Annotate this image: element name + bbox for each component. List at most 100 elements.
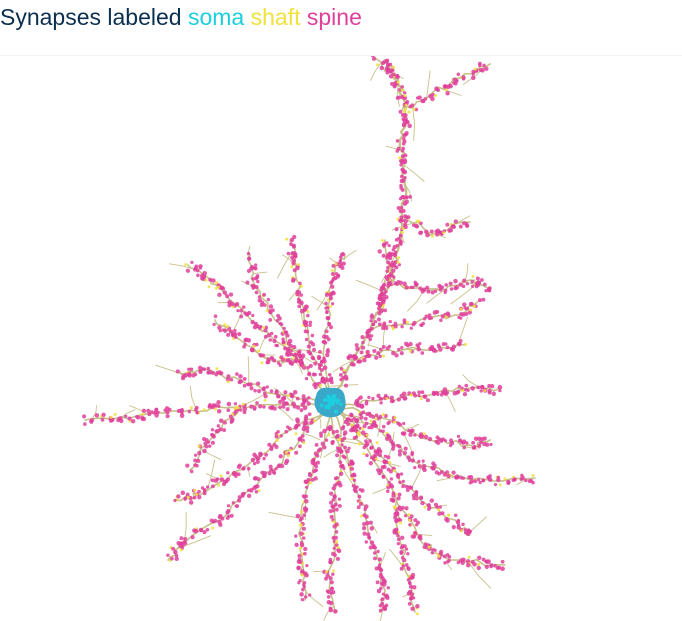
dendrite-branch bbox=[412, 107, 416, 142]
shaft-synapse bbox=[398, 156, 402, 160]
spine-synapse bbox=[236, 309, 240, 313]
spine-synapse bbox=[380, 601, 385, 606]
dendrite-branch bbox=[450, 285, 476, 305]
spine-synapse bbox=[388, 74, 394, 79]
shaft-synapse bbox=[197, 444, 201, 448]
spine-synapse bbox=[141, 408, 147, 413]
shaft-synapse bbox=[296, 263, 300, 266]
spine-synapse bbox=[434, 349, 438, 353]
spine-synapse bbox=[185, 268, 191, 273]
spine-synapse bbox=[237, 498, 242, 503]
spine-synapse bbox=[392, 528, 398, 533]
spine-synapse bbox=[303, 419, 308, 423]
soma-synapse bbox=[326, 394, 331, 399]
spine-synapse bbox=[401, 484, 406, 489]
spine-synapse bbox=[401, 123, 406, 128]
spine-synapse bbox=[279, 355, 284, 360]
dendrite-branch bbox=[426, 288, 447, 304]
spine-synapse bbox=[461, 476, 466, 480]
spine-synapse bbox=[381, 475, 386, 479]
dendrite-branch bbox=[403, 164, 425, 182]
spine-synapse bbox=[423, 97, 428, 101]
dendrite-branch bbox=[121, 409, 136, 418]
spine-synapse bbox=[404, 199, 409, 204]
spine-synapse bbox=[343, 374, 349, 379]
spine-synapse bbox=[306, 365, 310, 370]
spine-synapse bbox=[378, 302, 383, 307]
spine-synapse bbox=[435, 88, 440, 92]
spine-synapse bbox=[350, 427, 356, 433]
spine-synapse bbox=[422, 287, 427, 292]
spine-synapse bbox=[401, 208, 406, 214]
spine-synapse bbox=[267, 308, 273, 314]
spine-synapse bbox=[445, 518, 450, 523]
spine-synapse bbox=[281, 340, 286, 345]
spine-synapse bbox=[414, 493, 419, 498]
spine-synapse bbox=[294, 355, 299, 360]
spine-synapse bbox=[208, 277, 213, 282]
dendrite-branch bbox=[268, 511, 302, 519]
spine-synapse bbox=[216, 424, 221, 428]
spine-synapse bbox=[207, 444, 212, 448]
spine-synapse bbox=[415, 523, 419, 527]
shaft-synapse bbox=[336, 546, 340, 549]
spine-synapse bbox=[304, 337, 309, 342]
spine-synapse bbox=[476, 280, 481, 285]
spine-synapse bbox=[335, 446, 340, 450]
spine-synapse bbox=[304, 398, 309, 403]
spine-synapse bbox=[438, 347, 443, 352]
spine-synapse bbox=[376, 588, 382, 594]
spine-synapse bbox=[295, 292, 300, 297]
spine-synapse bbox=[407, 602, 412, 606]
spine-synapse bbox=[263, 334, 268, 339]
spine-synapse bbox=[383, 308, 388, 313]
shaft-synapse bbox=[309, 481, 312, 485]
spine-synapse bbox=[283, 401, 289, 406]
spine-synapse bbox=[399, 566, 404, 571]
spine-synapse bbox=[150, 410, 154, 414]
spine-synapse bbox=[381, 326, 385, 331]
spine-synapse bbox=[369, 456, 374, 460]
spine-synapse bbox=[300, 569, 305, 574]
spine-synapse bbox=[418, 434, 423, 438]
spine-synapse bbox=[410, 103, 415, 108]
spine-synapse bbox=[400, 113, 405, 117]
spine-synapse bbox=[339, 464, 343, 469]
spine-synapse bbox=[322, 379, 327, 384]
spine-synapse bbox=[404, 563, 409, 567]
spine-synapse bbox=[430, 551, 434, 555]
spine-synapse bbox=[473, 436, 479, 441]
spine-synapse bbox=[397, 449, 403, 454]
shaft-synapse bbox=[405, 320, 409, 324]
spine-synapse bbox=[453, 278, 458, 284]
spine-synapse bbox=[302, 585, 306, 589]
spine-synapse bbox=[324, 329, 329, 334]
shaft-synapse bbox=[350, 423, 354, 427]
spine-synapse bbox=[377, 249, 382, 254]
spine-synapse bbox=[299, 408, 304, 413]
spine-synapse bbox=[310, 460, 315, 465]
spine-synapse bbox=[381, 344, 386, 349]
shaft-synapse bbox=[285, 237, 289, 241]
spine-synapse bbox=[512, 477, 517, 482]
spine-synapse bbox=[411, 493, 416, 498]
spine-synapse bbox=[495, 565, 500, 570]
spine-synapse bbox=[250, 264, 254, 269]
spine-synapse bbox=[278, 321, 282, 326]
spine-synapse bbox=[380, 291, 384, 296]
spine-synapse bbox=[378, 449, 383, 454]
shaft-synapse bbox=[467, 555, 471, 559]
spine-synapse bbox=[268, 304, 274, 309]
spine-synapse bbox=[263, 394, 268, 399]
spine-synapse bbox=[387, 243, 391, 248]
spine-synapse bbox=[470, 386, 475, 391]
figure-title: Synapses labeled soma shaft spine bbox=[0, 2, 362, 32]
spine-synapse bbox=[371, 322, 376, 327]
spine-synapse bbox=[472, 445, 477, 450]
spine-synapse bbox=[359, 412, 363, 416]
spine-synapse bbox=[399, 215, 404, 220]
shaft-synapse bbox=[207, 285, 211, 289]
spine-synapse bbox=[269, 389, 274, 393]
spine-synapse bbox=[482, 282, 487, 287]
spine-synapse bbox=[391, 491, 396, 496]
